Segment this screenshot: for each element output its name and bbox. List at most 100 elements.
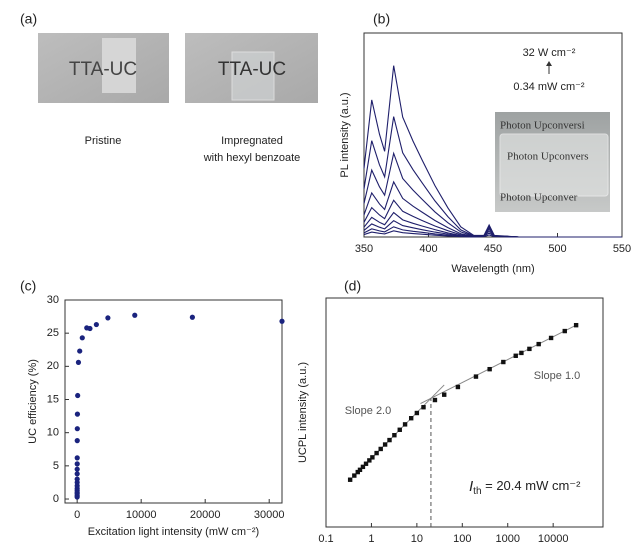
data-point xyxy=(442,392,447,397)
data-point xyxy=(357,467,363,473)
spectrum-line xyxy=(363,220,622,238)
x-tick-label: 0 xyxy=(74,509,80,521)
data-point xyxy=(402,422,408,427)
x-tick-label: 500 xyxy=(548,243,566,255)
data-point xyxy=(363,461,369,466)
photo-text: TTA-UC xyxy=(218,59,286,80)
inset-text: Photon Upconvers xyxy=(507,151,589,163)
data-point xyxy=(392,433,397,438)
annotation: 32 W cm⁻² xyxy=(523,47,576,59)
data-point xyxy=(408,416,414,421)
inset-glass xyxy=(499,133,609,197)
y-tick-label: 5 xyxy=(53,460,59,472)
y-tick-label: 0 xyxy=(53,493,59,505)
data-point xyxy=(513,353,518,358)
data-point xyxy=(548,335,554,341)
y-tick-label: 25 xyxy=(47,327,59,339)
data-point xyxy=(79,335,85,341)
data-point xyxy=(189,314,195,320)
x-tick-label: 10 xyxy=(411,533,423,545)
x-axis-label: Excitation light intensity (mW cm⁻²) xyxy=(88,526,259,538)
x-axis-label: Wavelength (nm) xyxy=(451,263,534,275)
data-point xyxy=(455,384,461,390)
y-tick-label: 30 xyxy=(47,294,59,306)
data-point xyxy=(573,322,579,328)
data-point xyxy=(374,450,379,456)
data-point xyxy=(360,464,366,470)
data-point xyxy=(75,359,82,365)
data-point xyxy=(74,426,80,432)
data-point xyxy=(387,437,392,443)
data-point xyxy=(74,411,81,417)
y-tick-label: 15 xyxy=(47,393,59,405)
y-tick-label: 10 xyxy=(47,427,59,439)
data-point xyxy=(562,328,567,334)
plot-frame xyxy=(64,299,283,504)
data-point xyxy=(432,397,438,403)
data-point xyxy=(527,346,532,352)
x-tick-label: 10000 xyxy=(126,509,157,521)
data-point xyxy=(519,350,524,356)
data-point xyxy=(77,348,83,354)
fit-label: Slope 2.0 xyxy=(345,405,391,417)
inset-text: Photon Upconversi xyxy=(500,120,585,132)
x-tick-label: 30000 xyxy=(254,509,285,521)
data-point xyxy=(370,455,375,460)
y-axis-label: UC efficiency (%) xyxy=(27,359,39,444)
data-point xyxy=(74,438,80,444)
y-tick-label: 20 xyxy=(47,360,59,372)
data-point xyxy=(93,321,99,328)
data-point xyxy=(279,318,285,324)
data-point xyxy=(536,341,541,347)
arrow-head xyxy=(546,61,552,66)
data-point xyxy=(421,405,426,410)
data-point xyxy=(414,410,420,416)
x-tick-label: 450 xyxy=(484,243,502,255)
caption: with hexyl benzoate xyxy=(203,152,301,164)
fit-label: Slope 1.0 xyxy=(534,370,580,382)
data-point xyxy=(487,366,492,372)
spectrum-line xyxy=(363,211,622,238)
data-point xyxy=(501,359,506,365)
data-point xyxy=(378,446,383,452)
data-point xyxy=(87,325,93,332)
y-axis-label: PL intensity (a.u.) xyxy=(339,92,351,177)
spectrum-line xyxy=(363,226,622,238)
x-tick-label: 350 xyxy=(355,243,373,255)
spectrum-line xyxy=(363,65,622,238)
annotation: 0.34 mW cm⁻² xyxy=(513,81,585,93)
data-point xyxy=(367,458,372,463)
panel-label: (b) xyxy=(373,11,390,27)
data-point xyxy=(105,315,111,321)
x-tick-label: 550 xyxy=(613,243,631,255)
film xyxy=(231,51,275,101)
threshold-label: Ith = 20.4 mW cm⁻² xyxy=(469,478,581,497)
data-point xyxy=(74,471,80,477)
plot-frame xyxy=(325,297,604,528)
data-point xyxy=(473,374,479,379)
data-point xyxy=(74,476,80,482)
x-tick-label: 400 xyxy=(419,243,437,255)
inset-text: Photon Upconver xyxy=(500,192,578,204)
photo-text: TTA-UC xyxy=(69,59,137,80)
y-axis-label: UCPL intensity (a.u.) xyxy=(297,362,309,463)
data-point xyxy=(74,466,80,472)
threshold-text: = 20.4 mW cm⁻² xyxy=(482,478,582,493)
data-point xyxy=(74,455,80,461)
panel-label: (d) xyxy=(344,278,361,294)
panel-label: (c) xyxy=(20,278,36,294)
x-tick-label: 0.1 xyxy=(318,533,333,545)
x-tick-label: 1000 xyxy=(495,533,519,545)
threshold-symbol: I xyxy=(469,478,473,495)
x-tick-label: 10000 xyxy=(538,533,569,545)
data-point xyxy=(75,392,81,399)
caption: Impregnated xyxy=(221,135,283,147)
panel-label: (a) xyxy=(20,11,37,27)
x-tick-label: 1 xyxy=(368,533,374,545)
data-point xyxy=(382,442,388,447)
data-point xyxy=(132,312,138,318)
spectrum-line xyxy=(363,230,622,238)
data-point xyxy=(347,477,353,482)
